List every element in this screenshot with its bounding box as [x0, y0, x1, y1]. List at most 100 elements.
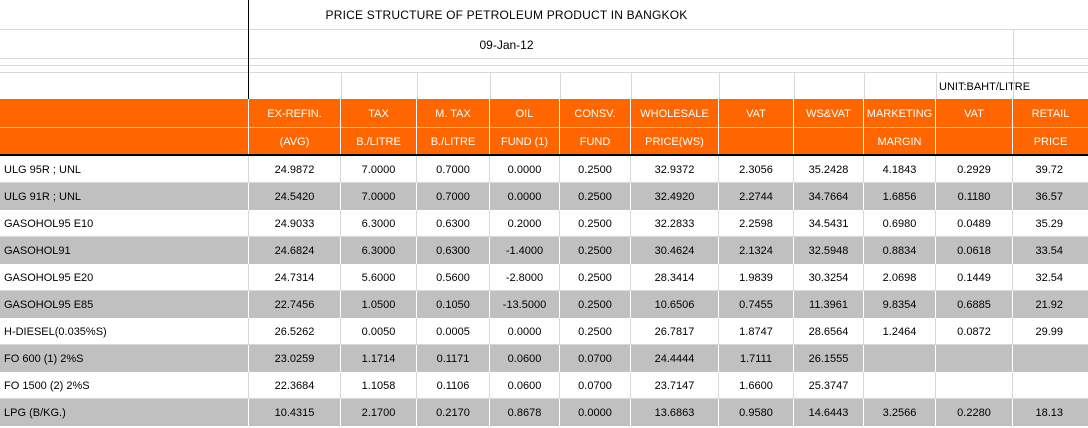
frozen-pane-divider [248, 0, 249, 99]
value-cell-tax: 5.6000 [341, 264, 417, 291]
grid-line [631, 73, 632, 99]
value-cell-marketing: 3.2566 [864, 399, 936, 426]
header-label-line1: VAT [964, 108, 984, 120]
value-cell-marketing [864, 345, 936, 372]
header-cell-ws-vat: WS&VAT [794, 99, 864, 155]
grid-line [490, 73, 491, 99]
value-cell-m-tax: 0.1106 [417, 372, 490, 399]
table-row: FO 1500 (2) 2%S 22.3684 1.1058 0.1106 0.0600… [0, 372, 1088, 399]
value-cell-ex-refin: 22.7456 [249, 291, 341, 318]
header-label-line1: TAX [368, 108, 389, 120]
value-cell-oil-fund: 0.8678 [490, 399, 560, 426]
value-cell-wholesale: 10.6506 [631, 291, 719, 318]
value-cell-marketing: 1.2464 [864, 318, 936, 345]
header-cell-ex-refin: EX-REFIN. (AVG) [249, 99, 341, 155]
value-cell-wholesale: 24.4444 [631, 345, 719, 372]
value-cell-tax: 7.0000 [341, 183, 417, 210]
table-row: LPG (B/KG.) 10.4315 2.1700 0.2170 0.8678 0.00… [0, 399, 1088, 426]
value-cell-vat-ws: 2.3056 [719, 156, 794, 183]
value-cell-retail: 35.29 [1035, 218, 1063, 230]
product-name-cell: GASOHOL95 E10 [0, 210, 249, 237]
value-cell-marketing: 1.6856 [864, 183, 936, 210]
sheet-date: 09-Jan-12 [479, 38, 534, 52]
value-cell-consv-fund: 0.2500 [560, 291, 631, 318]
header-label-line2: MARGIN [877, 136, 922, 148]
product-name-cell: H-DIESEL(0.035%S) [0, 318, 249, 345]
value-cell-m-tax: 0.5600 [417, 264, 490, 291]
value-cell-vat-ws: 0.9580 [719, 399, 794, 426]
value-cell-ex-refin: 26.5262 [249, 318, 341, 345]
header-cell-consv-fund: CONSV. FUND [560, 99, 631, 155]
value-cell-m-tax: 0.2170 [417, 399, 490, 426]
grid-line [560, 73, 561, 99]
value-cell-consv-fund: 0.0000 [560, 399, 631, 426]
header-label-line1: WS&VAT [806, 108, 851, 120]
value-cell-retail: 33.54 [1035, 245, 1063, 257]
value-cell-oil-fund: 0.0000 [490, 318, 560, 345]
value-cell-oil-fund: 0.2000 [490, 210, 560, 237]
value-cell-vat-mkt: 0.0872 [936, 318, 1013, 345]
value-cell-tax: 6.3000 [341, 210, 417, 237]
value-cell-wholesale: 26.7817 [631, 318, 719, 345]
header-label-line2: PRICE(WS) [645, 136, 704, 148]
value-cell-ws-vat: 34.7664 [794, 183, 864, 210]
header-label-line2: FUND [579, 136, 611, 148]
header-label-line1: EX-REFIN. [267, 108, 322, 120]
header-cell-oil-fund: OIL FUND (1) [490, 99, 560, 155]
value-cell-m-tax: 0.7000 [417, 156, 490, 183]
header-cell-m-tax: M. TAX B./LITRE [417, 99, 490, 155]
unit-label: UNIT:BAHT/LITRE [939, 81, 1031, 93]
value-cell-marketing: 0.8834 [864, 237, 936, 264]
sheet-title: PRICE STRUCTURE OF PETROLEUM PRODUCT IN … [325, 8, 688, 22]
table-row: FO 600 (1) 2%S 23.0259 1.1714 0.1171 0.0600 0… [0, 345, 1088, 372]
value-cell-retail [1013, 345, 1088, 372]
value-cell-wholesale: 32.9372 [631, 156, 719, 183]
product-name-cell: GASOHOL95 E85 [0, 291, 249, 318]
table-row: GASOHOL95 E85 22.7456 1.0500 0.1050 -13.5000… [0, 291, 1088, 318]
value-cell-vat-mkt: 0.6885 [936, 291, 1013, 318]
value-cell-ex-refin: 24.7314 [249, 264, 341, 291]
header-cell-vat-ws: VAT [719, 99, 794, 155]
product-name-cell: GASOHOL91 [0, 237, 249, 264]
value-cell-ws-vat: 30.3254 [794, 264, 864, 291]
grid-line [936, 73, 937, 99]
table-row: GASOHOL95 E20 24.7314 5.6000 0.5600 -2.8000 0… [0, 264, 1088, 291]
header-label-line1: RETAIL [1031, 108, 1070, 120]
value-cell-consv-fund: 0.2500 [560, 183, 631, 210]
value-cell-vat-ws: 2.2598 [719, 210, 794, 237]
value-cell-ex-refin: 22.3684 [249, 372, 341, 399]
header-separator [0, 127, 1088, 128]
value-cell-wholesale: 28.3414 [631, 264, 719, 291]
value-cell-vat-mkt [936, 372, 1013, 399]
value-cell-ex-refin: 24.5420 [249, 183, 341, 210]
value-cell-retail: 32.54 [1035, 272, 1063, 284]
value-cell-marketing [864, 372, 936, 399]
value-cell-retail: 29.99 [1035, 326, 1063, 338]
value-cell-ws-vat: 26.1555 [794, 345, 864, 372]
value-cell-tax: 2.1700 [341, 399, 417, 426]
product-name-cell: GASOHOL95 E20 [0, 264, 249, 291]
grid-line [1013, 73, 1014, 99]
value-cell-ws-vat: 34.5431 [794, 210, 864, 237]
product-name-cell: FO 600 (1) 2%S [0, 345, 249, 372]
value-cell-ex-refin: 24.9872 [249, 156, 341, 183]
grid-line [0, 58, 1088, 59]
value-cell-vat-ws: 2.2744 [719, 183, 794, 210]
table-row: GASOHOL95 E10 24.9033 6.3000 0.6300 0.2000 0.… [0, 210, 1088, 237]
header-label-line1: MARKETING [866, 108, 933, 120]
value-cell-retail: 39.72 [1035, 164, 1063, 176]
value-cell-consv-fund: 0.0700 [560, 372, 631, 399]
value-cell-tax: 0.0050 [341, 318, 417, 345]
header-label-line1: VAT [746, 108, 766, 120]
value-cell-wholesale: 13.6863 [631, 399, 719, 426]
header-label-line2: (AVG) [279, 136, 310, 148]
table-row: ULG 95R ; UNL 24.9872 7.0000 0.7000 0.0000 0.… [0, 156, 1088, 183]
header-cell-marketing: MARKETING MARGIN [864, 99, 936, 155]
product-name-cell: ULG 91R ; UNL [0, 183, 249, 210]
value-cell-m-tax: 0.7000 [417, 183, 490, 210]
value-cell-vat-ws: 1.7111 [719, 345, 794, 372]
value-cell-wholesale: 30.4624 [631, 237, 719, 264]
grid-line [1013, 29, 1014, 73]
value-cell-vat-ws: 1.9839 [719, 264, 794, 291]
header-cell-product [0, 99, 249, 155]
